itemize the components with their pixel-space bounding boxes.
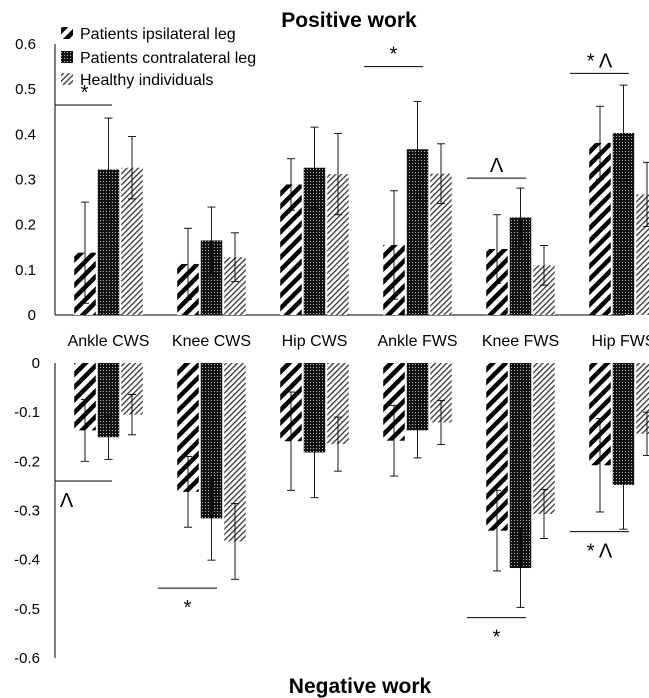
negative-bar <box>200 363 223 519</box>
positive-y-tick-label: 0.4 <box>15 126 36 143</box>
positive-y-tick-label: 0 <box>28 307 36 324</box>
positive-bar <box>406 149 429 315</box>
legend-label-contralateral: Patients contralateral leg <box>80 50 256 67</box>
negative-y-tick-label: -0.2 <box>14 453 40 470</box>
negative-bar <box>430 363 452 423</box>
positive-bar <box>200 240 223 315</box>
negative-bar <box>406 363 429 431</box>
category-label: Ankle FWS <box>377 333 457 350</box>
positive-bar <box>303 167 326 315</box>
legend-item-healthy: Healthy individuals <box>61 72 213 89</box>
positive-bar <box>224 257 246 315</box>
positive-y-tick-label: 0.3 <box>15 172 36 189</box>
negative-y-tick-label: -0.4 <box>14 552 40 569</box>
positive-bar <box>327 174 349 315</box>
negative-y-tick-label: -0.3 <box>14 503 40 520</box>
significance-label: * <box>184 597 192 619</box>
legend-label-healthy: Healthy individuals <box>80 72 213 89</box>
significance-label: * Λ <box>587 541 613 563</box>
significance-label: * Λ <box>587 50 613 72</box>
negative-bar <box>177 363 199 492</box>
negative-y-tick-label: -0.1 <box>14 404 40 421</box>
category-label: Hip FWS <box>592 333 649 350</box>
title-negative: Negative work <box>289 675 432 698</box>
positive-y-tick-label: 0.1 <box>15 262 36 279</box>
negative-bar <box>486 363 508 531</box>
negative-bar <box>121 363 143 415</box>
significance-annotations: * * Λ * Λ Λ * * * Λ <box>55 44 629 649</box>
significance-label: * <box>493 627 501 649</box>
positive-bar <box>97 169 120 315</box>
title-positive: Positive work <box>281 9 417 32</box>
negative-y-tick-label: -0.5 <box>14 601 40 618</box>
negative-bar <box>533 363 555 514</box>
positive-bar <box>612 132 635 315</box>
negative-bar <box>636 363 649 434</box>
legend-label-ipsilateral: Patients ipsilateral leg <box>80 26 236 43</box>
category-label: Knee CWS <box>172 333 251 350</box>
positive-work-panel: 0 0.1 0.2 0.3 0.4 0.5 0.6 <box>15 36 649 324</box>
category-label: Knee FWS <box>482 333 559 350</box>
negative-bar <box>589 363 611 466</box>
positive-y-tick-label: 0.6 <box>15 36 36 53</box>
positive-bar <box>589 142 611 315</box>
category-labels: Ankle CWS Knee CWS Hip CWS Ankle FWS Knee FW… <box>68 333 649 350</box>
legend-item-ipsilateral: Patients ipsilateral leg <box>61 26 236 43</box>
legend-swatch-healthy <box>61 73 73 85</box>
significance-label: Λ <box>490 155 504 177</box>
legend: Patients ipsilateral leg Patients contra… <box>61 26 256 89</box>
negative-work-panel: 0 -0.1 -0.2 -0.3 -0.4 -0.5 -0.6 <box>14 355 649 667</box>
legend-swatch-contralateral <box>61 51 73 63</box>
positive-y-tick-label: 0.5 <box>15 81 36 98</box>
negative-bar <box>97 363 120 438</box>
negative-bar <box>327 363 349 445</box>
legend-item-contralateral: Patients contralateral leg <box>61 50 256 67</box>
positive-bar <box>430 173 452 315</box>
category-label: Hip CWS <box>282 333 348 350</box>
negative-bar <box>383 363 405 441</box>
negative-bar <box>224 363 246 542</box>
positive-bar <box>121 167 143 315</box>
negative-y-tick-label: 0 <box>32 355 40 372</box>
negative-bar <box>74 363 96 431</box>
negative-bar <box>612 363 635 485</box>
positive-bar <box>533 265 555 315</box>
positive-bar <box>509 217 532 315</box>
positive-y-tick-label: 0.2 <box>15 217 36 234</box>
negative-bar <box>509 363 532 569</box>
positive-bar <box>280 184 302 315</box>
legend-swatch-ipsilateral <box>61 27 73 39</box>
significance-label: * <box>390 44 398 66</box>
significance-label: * <box>81 82 89 104</box>
significance-label: Λ <box>60 490 74 512</box>
positive-bar <box>636 194 649 315</box>
negative-y-tick-label: -0.6 <box>14 650 40 667</box>
category-label: Ankle CWS <box>68 333 150 350</box>
